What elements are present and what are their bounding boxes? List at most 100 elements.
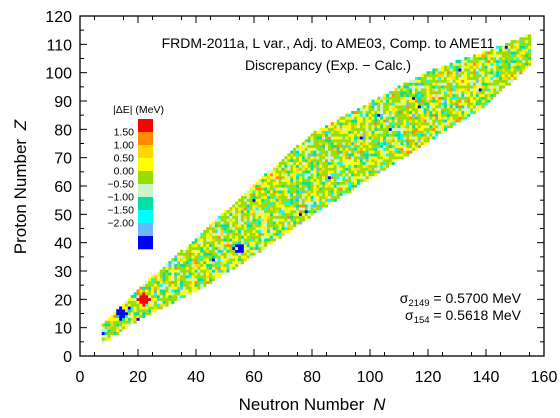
heatmap-cell	[475, 54, 479, 58]
heatmap-cell	[220, 255, 224, 259]
heatmap-cell	[356, 119, 361, 123]
heatmap-cell	[467, 62, 471, 66]
heatmap-cell	[255, 235, 259, 239]
heatmap-cell	[148, 295, 152, 299]
heatmap-cell	[327, 173, 332, 177]
heatmap-cell	[156, 295, 160, 299]
heatmap-cell	[182, 263, 187, 267]
heatmap-cell	[217, 252, 221, 256]
heatmap-cell	[284, 229, 288, 233]
heatmap-cell	[330, 139, 334, 143]
heatmap-cell	[281, 198, 285, 202]
heatmap-cell	[400, 88, 404, 92]
heatmap-cell	[510, 57, 514, 61]
heatmap-cell	[319, 153, 323, 157]
heatmap-cell	[110, 314, 114, 318]
heatmap-cell	[455, 110, 459, 114]
heatmap-cell	[304, 207, 308, 211]
heatmap-cell	[319, 159, 323, 163]
heatmap-cell	[458, 116, 462, 120]
heatmap-cell	[351, 142, 355, 146]
heatmap-cell	[412, 85, 416, 89]
heatmap-cell	[185, 286, 189, 290]
heatmap-cell	[180, 275, 184, 279]
heatmap-cell	[278, 190, 282, 194]
heatmap-cell	[496, 71, 500, 75]
heatmap-cell	[507, 76, 511, 80]
heatmap-cell	[214, 261, 218, 265]
heatmap-cell	[272, 221, 276, 225]
heatmap-cell	[191, 269, 195, 273]
heatmap-cell	[525, 42, 529, 46]
heatmap-cell	[298, 198, 303, 202]
heatmap-cell	[403, 147, 407, 151]
heatmap-cell	[461, 91, 465, 95]
heatmap-cell	[301, 201, 305, 205]
heatmap-cell	[290, 153, 294, 157]
heatmap-cell	[461, 110, 465, 114]
heatmap-cell	[188, 263, 192, 267]
heatmap-cell	[301, 210, 305, 214]
heatmap-cell	[472, 71, 477, 75]
heatmap-cell	[182, 249, 187, 253]
heatmap-cell	[319, 167, 323, 171]
heatmap-cell	[220, 266, 224, 270]
heatmap-cell	[240, 221, 245, 225]
heatmap-cell	[467, 93, 471, 97]
heatmap-cell	[238, 255, 242, 259]
heatmap-cell	[507, 79, 511, 83]
heatmap-cell	[414, 116, 419, 120]
heatmap-cell	[246, 190, 250, 194]
heatmap-cell	[374, 150, 378, 154]
heatmap-cell	[246, 252, 250, 256]
heatmap-cell	[333, 142, 337, 146]
heatmap-cell	[388, 139, 392, 143]
heatmap-cell	[235, 261, 239, 265]
heatmap-cell	[400, 85, 404, 89]
heatmap-cell	[412, 136, 416, 140]
heatmap-cell	[310, 139, 314, 143]
heatmap-cell	[310, 167, 314, 171]
heatmap-cell	[148, 303, 152, 307]
heatmap-cell	[490, 51, 494, 55]
heatmap-cell	[467, 74, 471, 78]
heatmap-cell	[301, 142, 305, 146]
heatmap-cell	[345, 181, 349, 185]
heatmap-cell	[406, 99, 410, 103]
heatmap-cell	[388, 119, 392, 123]
heatmap-cell	[296, 176, 300, 180]
heatmap-cell	[269, 232, 274, 236]
heatmap-cell	[403, 119, 407, 123]
heatmap-cell	[493, 68, 497, 72]
heatmap-cell	[528, 45, 532, 49]
heatmap-cell	[139, 314, 143, 318]
heatmap-cell	[467, 113, 471, 117]
heatmap-cell	[159, 303, 163, 307]
heatmap-cell	[359, 170, 363, 174]
heatmap-cell	[275, 235, 279, 239]
heatmap-cell	[365, 133, 369, 137]
heatmap-cell	[197, 238, 201, 242]
heatmap-cell	[240, 218, 245, 222]
heatmap-cell	[441, 105, 445, 109]
heatmap-cell	[409, 91, 413, 95]
heatmap-cell	[293, 164, 297, 168]
heatmap-cell	[446, 82, 450, 86]
heatmap-cell	[148, 280, 152, 284]
heatmap-cell	[354, 181, 358, 185]
heatmap-cell	[449, 74, 453, 78]
heatmap-cell	[374, 113, 378, 117]
heatmap-cell	[388, 147, 392, 151]
heatmap-cell	[229, 227, 233, 231]
heatmap-cell	[423, 116, 427, 120]
heatmap-cell	[467, 102, 471, 106]
heatmap-cell	[356, 122, 361, 126]
heatmap-cell	[409, 125, 413, 129]
heatmap-cell	[255, 246, 259, 250]
heatmap-cell	[127, 312, 131, 316]
heatmap-cell	[133, 314, 137, 318]
heatmap-cell	[438, 110, 442, 114]
heatmap-cell	[316, 195, 320, 199]
heatmap-cell	[452, 62, 456, 66]
heatmap-cell	[287, 227, 291, 231]
